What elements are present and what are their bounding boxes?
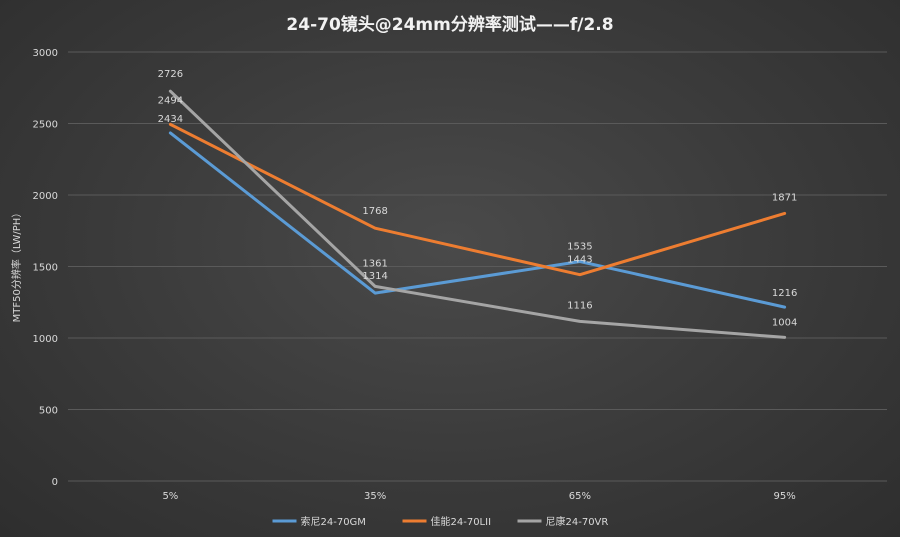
y-tick-label: 2500 bbox=[33, 120, 58, 131]
legend-label: 佳能24-70LII bbox=[431, 515, 492, 528]
data-label: 1443 bbox=[567, 255, 592, 266]
x-tick-label: 95% bbox=[774, 491, 796, 502]
gridlines bbox=[68, 51, 887, 482]
data-label: 1361 bbox=[362, 258, 387, 269]
data-label: 2726 bbox=[158, 69, 183, 80]
x-tick-label: 35% bbox=[364, 491, 386, 502]
y-tick-label: 0 bbox=[52, 477, 58, 488]
y-tick-label: 500 bbox=[39, 406, 58, 417]
data-label: 1314 bbox=[362, 271, 387, 282]
y-tick-label: 1000 bbox=[33, 334, 58, 345]
y-tick-label: 3000 bbox=[33, 48, 58, 59]
data-label: 2494 bbox=[158, 95, 183, 106]
data-label: 1535 bbox=[567, 241, 592, 252]
x-axis-ticks: 5% 35% 65% 95% bbox=[162, 491, 795, 502]
legend: 索尼24-70GM 佳能24-70LII 尼康24-70VR bbox=[272, 515, 609, 528]
legend-label: 尼康24-70VR bbox=[546, 515, 609, 528]
series-lines bbox=[168, 89, 787, 339]
data-labels: 2434 1314 1535 1216 2494 1768 1443 1871 2726 1361… bbox=[158, 69, 798, 328]
data-label: 1116 bbox=[567, 300, 592, 311]
y-axis-ticks: 0 500 1000 1500 2000 2500 3000 bbox=[33, 48, 58, 488]
legend-label: 索尼24-70GM bbox=[301, 515, 366, 528]
series-line bbox=[168, 122, 787, 277]
chart-title: 24-70镜头@24mm分辨率测试——f/2.8 bbox=[286, 14, 613, 35]
data-label: 2434 bbox=[158, 114, 183, 125]
x-tick-label: 65% bbox=[569, 491, 591, 502]
series-line bbox=[168, 89, 787, 339]
data-label: 1768 bbox=[362, 206, 387, 217]
series-line bbox=[168, 131, 787, 309]
x-tick-label: 5% bbox=[162, 491, 178, 502]
y-tick-label: 1500 bbox=[33, 263, 58, 274]
data-label: 1871 bbox=[772, 192, 797, 203]
y-tick-label: 2000 bbox=[33, 191, 58, 202]
data-label: 1216 bbox=[772, 288, 797, 299]
y-axis-label: MTF50分辨率（LW/PH） bbox=[10, 208, 23, 323]
data-label: 1004 bbox=[772, 317, 797, 328]
